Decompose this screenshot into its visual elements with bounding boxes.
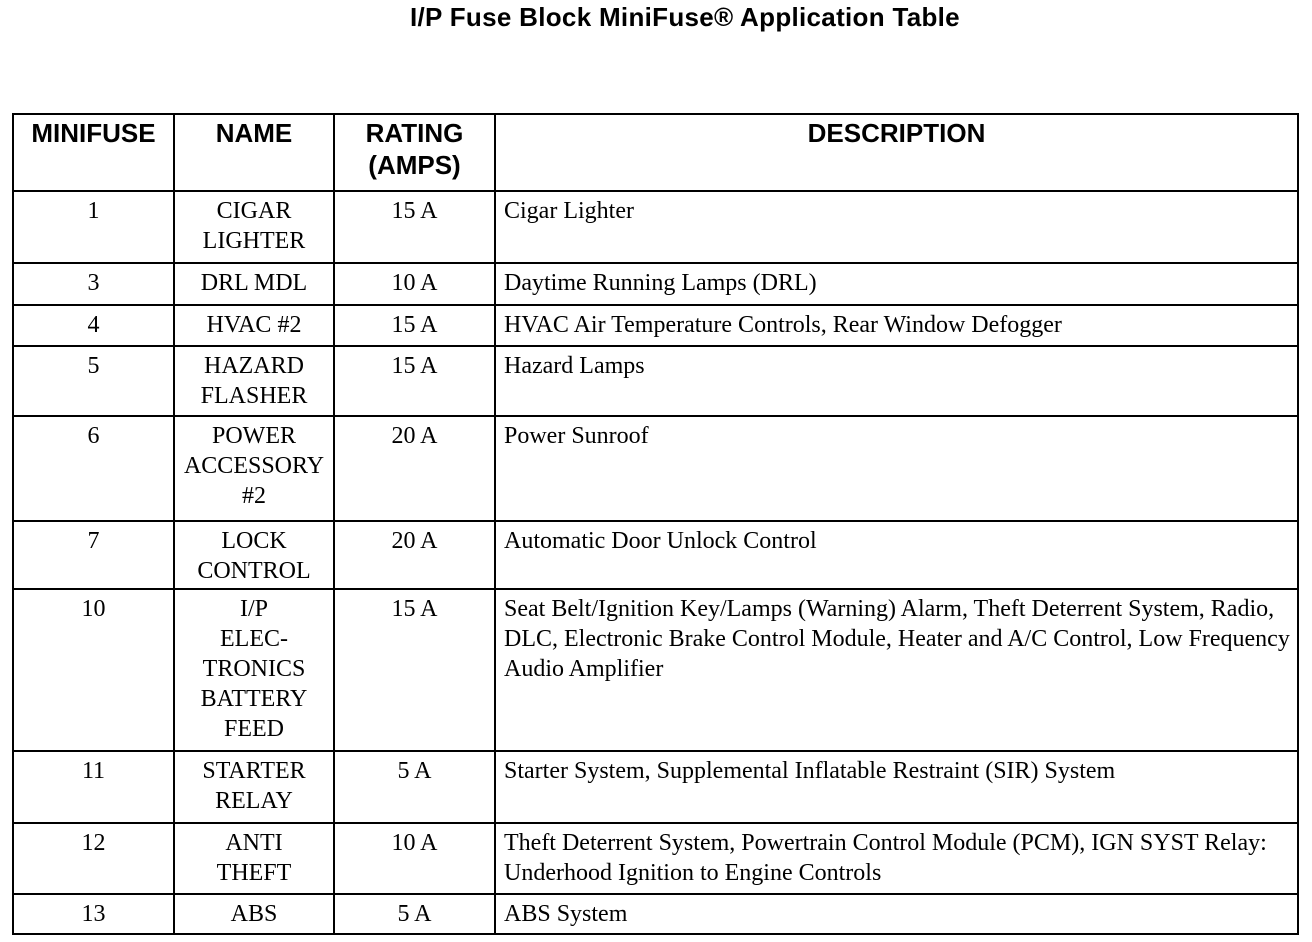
- cell-description: Power Sunroof: [494, 415, 1299, 522]
- cell-minifuse: 7: [12, 520, 175, 590]
- header-description: DESCRIPTION: [494, 113, 1299, 192]
- cell-name: POWER ACCESSORY #2: [173, 415, 335, 522]
- page-title: I/P Fuse Block MiniFuse® Application Tab…: [410, 2, 960, 32]
- cell-minifuse: 3: [12, 262, 175, 306]
- cell-rating: 15 A: [333, 345, 496, 417]
- cell-name: HAZARD FLASHER: [173, 345, 335, 417]
- cell-minifuse: 11: [12, 750, 175, 824]
- cell-rating: 10 A: [333, 262, 496, 306]
- table-row: 12 ANTI THEFT 10 A Theft Deterrent System, …: [12, 822, 1299, 895]
- cell-description: Automatic Door Unlock Control: [494, 520, 1299, 590]
- cell-name: LOCK CONTROL: [173, 520, 335, 590]
- table-row: 3 DRL MDL 10 A Daytime Running Lamps (DRL): [12, 262, 1299, 306]
- cell-minifuse: 5: [12, 345, 175, 417]
- cell-description: HVAC Air Temperature Controls, Rear Wind…: [494, 304, 1299, 347]
- cell-minifuse: 12: [12, 822, 175, 895]
- cell-minifuse: 10: [12, 588, 175, 752]
- cell-description: Daytime Running Lamps (DRL): [494, 262, 1299, 306]
- cell-name: CIGAR LIGHTER: [173, 190, 335, 264]
- cell-rating: 15 A: [333, 190, 496, 264]
- table-row: 10 I/P ELEC- TRONICS BATTERY FEED 15 A Seat…: [12, 588, 1299, 752]
- cell-minifuse: 6: [12, 415, 175, 522]
- cell-rating: 10 A: [333, 822, 496, 895]
- header-name: NAME: [173, 113, 335, 192]
- cell-name: DRL MDL: [173, 262, 335, 306]
- table-row: 4 HVAC #2 15 A HVAC Air Temperature Control…: [12, 304, 1299, 347]
- cell-rating: 15 A: [333, 588, 496, 752]
- cell-name: ABS: [173, 893, 335, 935]
- cell-name: STARTER RELAY: [173, 750, 335, 824]
- cell-description: Cigar Lighter: [494, 190, 1299, 264]
- table-row: 7 LOCK CONTROL 20 A Automatic Door Unlock C…: [12, 520, 1299, 590]
- table-row: 1 CIGAR LIGHTER 15 A Cigar Lighter: [12, 190, 1299, 264]
- header-rating: RATING (AMPS): [333, 113, 496, 192]
- cell-rating: 20 A: [333, 520, 496, 590]
- cell-rating: 20 A: [333, 415, 496, 522]
- cell-minifuse: 13: [12, 893, 175, 935]
- cell-rating: 15 A: [333, 304, 496, 347]
- cell-minifuse: 4: [12, 304, 175, 347]
- cell-minifuse: 1: [12, 190, 175, 264]
- cell-rating: 5 A: [333, 893, 496, 935]
- cell-name: I/P ELEC- TRONICS BATTERY FEED: [173, 588, 335, 752]
- cell-description: Theft Deterrent System, Powertrain Contr…: [494, 822, 1299, 895]
- cell-name: HVAC #2: [173, 304, 335, 347]
- cell-description: Hazard Lamps: [494, 345, 1299, 417]
- table-row: 13 ABS 5 A ABS System: [12, 893, 1299, 935]
- cell-name: ANTI THEFT: [173, 822, 335, 895]
- cell-rating: 5 A: [333, 750, 496, 824]
- fuse-application-table: MINIFUSE NAME RATING (AMPS) DESCRIPTION …: [12, 113, 1299, 935]
- table-row: 6 POWER ACCESSORY #2 20 A Power Sunroof: [12, 415, 1299, 522]
- cell-description: Seat Belt/Ignition Key/Lamps (Warning) A…: [494, 588, 1299, 752]
- cell-description: Starter System, Supplemental Inflatable …: [494, 750, 1299, 824]
- table-row: 11 STARTER RELAY 5 A Starter System, Supple…: [12, 750, 1299, 824]
- header-minifuse: MINIFUSE: [12, 113, 175, 192]
- table-row: 5 HAZARD FLASHER 15 A Hazard Lamps: [12, 345, 1299, 417]
- table-header-row: MINIFUSE NAME RATING (AMPS) DESCRIPTION: [12, 113, 1299, 192]
- cell-description: ABS System: [494, 893, 1299, 935]
